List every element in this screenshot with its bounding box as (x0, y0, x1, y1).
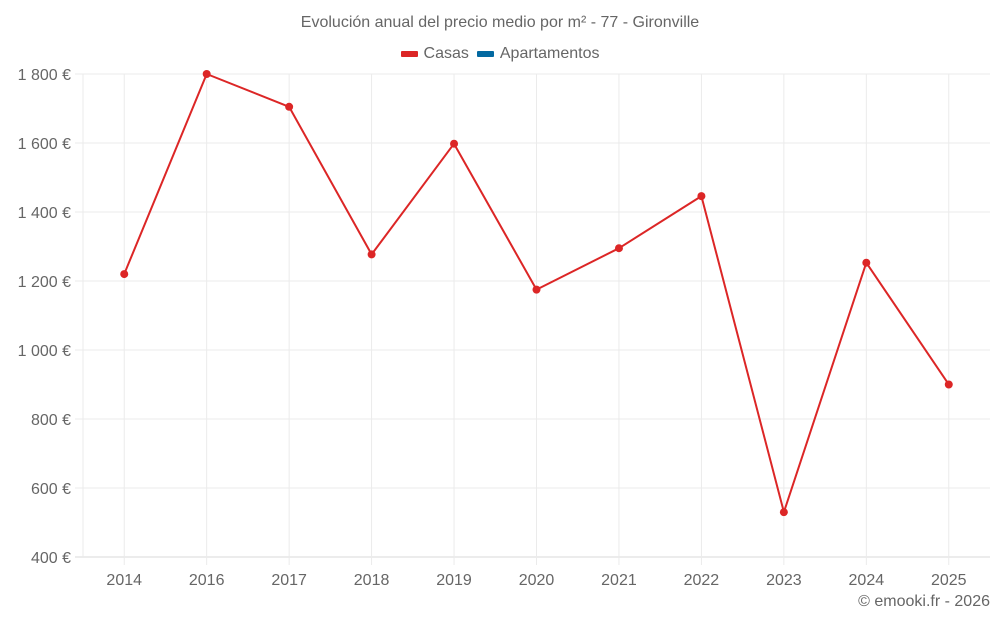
data-point[interactable] (202, 70, 211, 78)
data-point[interactable] (944, 380, 953, 389)
legend-swatch-apartamentos (476, 51, 494, 57)
y-tick-label: 1 200 € (18, 274, 71, 291)
data-point[interactable] (450, 139, 459, 148)
legend-label-apartamentos: Apartamentos (499, 45, 600, 62)
x-tick-label: 2020 (519, 572, 555, 589)
data-point[interactable] (614, 244, 623, 253)
x-tick-label: 2025 (931, 572, 967, 589)
x-tick-label: 2022 (684, 572, 720, 589)
x-axis: 2014 2016 2017 2018 2019 2020 2021 2022 2023 2024… (106, 572, 966, 589)
y-tick-label: 400 € (31, 550, 71, 567)
data-point[interactable] (779, 508, 788, 517)
y-tick-label: 1 400 € (18, 205, 71, 222)
y-tick-label: 1 600 € (18, 136, 71, 153)
x-tick-label: 2014 (106, 572, 142, 589)
legend-item-casas[interactable]: Casas (400, 45, 469, 63)
legend-label-casas: Casas (423, 45, 469, 62)
x-tick-label: 2019 (436, 572, 472, 589)
series-casas (120, 70, 953, 517)
x-tick-label: 2024 (849, 572, 885, 589)
data-point[interactable] (367, 250, 376, 259)
data-point[interactable] (532, 285, 541, 294)
chart-title: Evolución anual del precio medio por m² … (300, 14, 700, 31)
y-tick-label: 800 € (31, 412, 71, 429)
x-tick-label: 2021 (601, 572, 637, 589)
data-point[interactable] (862, 258, 871, 267)
legend-swatch-casas (400, 51, 418, 57)
credit-text: © emooki.fr - 2026 (858, 593, 990, 610)
y-tick-label: 1 800 € (18, 67, 71, 84)
data-point[interactable] (120, 270, 129, 279)
x-tick-label: 2023 (766, 572, 802, 589)
legend: Casas Apartamentos (0, 45, 1000, 63)
data-point[interactable] (285, 102, 294, 111)
y-tick-label: 1 000 € (18, 343, 71, 360)
x-tick-label: 2017 (271, 572, 307, 589)
legend-item-apartamentos[interactable]: Apartamentos (476, 45, 600, 63)
y-axis: 400 € 600 € 800 € 1 000 € 1 200 € 1 400 € 1 60… (18, 67, 71, 567)
x-tick-label: 2018 (354, 572, 390, 589)
y-tick-label: 600 € (31, 481, 71, 498)
x-tick-label: 2016 (189, 572, 225, 589)
data-point[interactable] (697, 192, 706, 201)
grid-lines (75, 73, 990, 565)
